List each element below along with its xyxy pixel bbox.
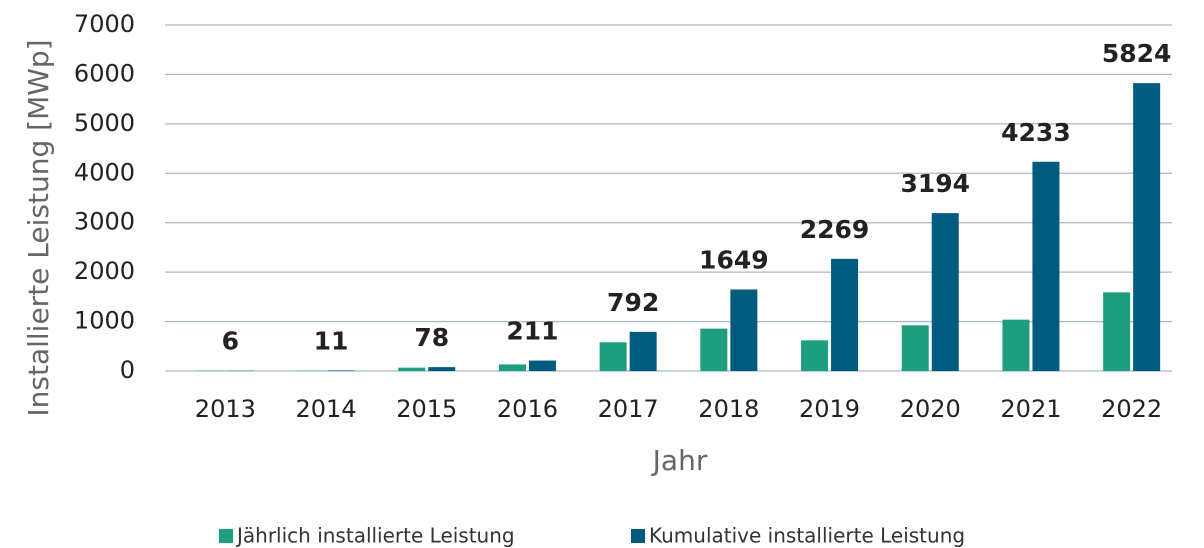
- bar: [801, 340, 829, 371]
- data-label: 1649: [699, 245, 769, 274]
- bar: [831, 258, 859, 371]
- data-label: 792: [607, 288, 659, 317]
- bar: [730, 289, 758, 371]
- bar: [398, 367, 426, 371]
- data-label: 4233: [1001, 118, 1071, 147]
- bar: [599, 342, 627, 371]
- legend-label: Jährlich installierte Leistung: [235, 524, 515, 548]
- y-tick-label: 2000: [74, 257, 135, 285]
- x-tick-label: 2014: [296, 395, 357, 423]
- x-tick-label: 2022: [1101, 395, 1162, 423]
- legend-swatch: [631, 529, 645, 543]
- bar: [528, 360, 556, 371]
- y-axis-title: Installierte Leistung [MWp]: [22, 39, 55, 416]
- x-tick-label: 2021: [1000, 395, 1061, 423]
- x-tick-label: 2016: [497, 395, 558, 423]
- legend-label: Kumulative installierte Leistung: [649, 524, 965, 548]
- y-tick-label: 6000: [74, 59, 135, 87]
- y-tick-label: 7000: [74, 10, 135, 38]
- data-label: 6: [222, 327, 239, 356]
- bar: [327, 370, 355, 371]
- bar: [1103, 292, 1131, 371]
- x-tick-label: 2013: [195, 395, 256, 423]
- y-tick-label: 5000: [74, 109, 135, 137]
- x-tick-label: 2017: [598, 395, 659, 423]
- data-label: 2269: [800, 215, 870, 244]
- x-axis-title: Jahr: [651, 444, 708, 477]
- data-label: 11: [314, 326, 349, 355]
- y-tick-label: 0: [120, 356, 135, 384]
- x-tick-label: 2020: [900, 395, 961, 423]
- data-label: 211: [506, 317, 558, 346]
- bar: [901, 325, 929, 371]
- data-label: 78: [414, 323, 449, 352]
- bar: [1032, 161, 1060, 371]
- bar: [1002, 319, 1030, 371]
- x-tick-label: 2015: [396, 395, 457, 423]
- x-tick-label: 2019: [799, 395, 860, 423]
- y-tick-label: 1000: [74, 307, 135, 335]
- data-label: 3194: [900, 169, 970, 198]
- legend-swatch: [219, 529, 233, 543]
- bar: [498, 364, 526, 371]
- y-tick-label: 3000: [74, 208, 135, 236]
- x-tick-label: 2018: [698, 395, 759, 423]
- bar: [428, 367, 456, 371]
- bar: [1133, 83, 1161, 372]
- bar: [931, 213, 959, 371]
- bar: [629, 331, 657, 371]
- data-label: 5824: [1102, 39, 1172, 68]
- y-tick-label: 4000: [74, 158, 135, 186]
- bar: [700, 328, 728, 371]
